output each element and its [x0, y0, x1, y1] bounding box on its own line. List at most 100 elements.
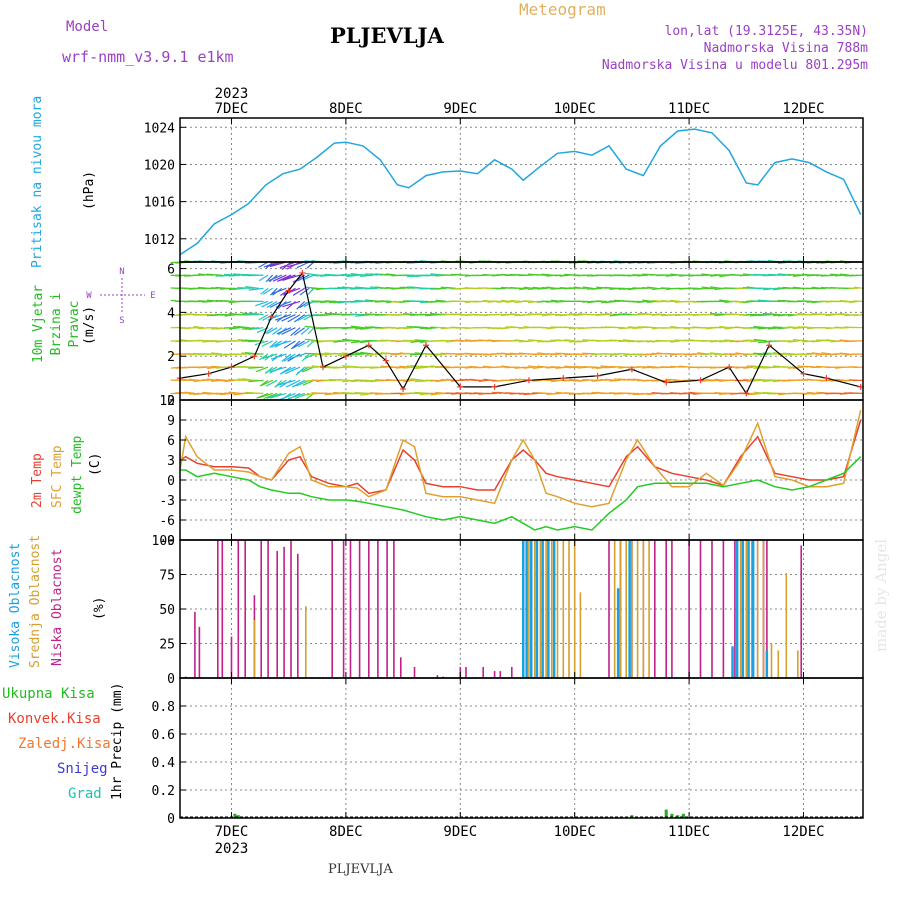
wind-arrow	[683, 339, 694, 342]
cloud-bar-high	[741, 540, 745, 678]
wind-arrow	[523, 286, 534, 289]
wind-arrow	[568, 366, 580, 369]
wind-arrow	[501, 299, 511, 302]
wind-arrow	[402, 327, 415, 330]
wind-arrow	[380, 273, 392, 276]
wind-arrow	[179, 391, 191, 394]
wind-arrow	[559, 274, 571, 277]
top-day-label: 12DEC	[782, 101, 824, 117]
wind-arrow	[255, 300, 269, 307]
cloud-bar-mid	[528, 540, 530, 678]
wind-arrow	[304, 272, 319, 276]
cloud-bar-low	[766, 540, 768, 678]
wind-arrow	[811, 340, 822, 343]
cloud-bar-low	[349, 540, 352, 678]
wind-arrow	[714, 392, 726, 394]
y-tick-label: 0.2	[152, 784, 175, 799]
cloud-bar-low	[342, 540, 345, 678]
wind-arrow	[541, 286, 552, 289]
wind-arrow	[184, 391, 195, 394]
wind-arrow	[360, 327, 374, 330]
y-tick-label: -3	[159, 494, 175, 509]
wind-arrow	[265, 379, 278, 387]
cloud-bar-high	[628, 540, 631, 678]
wind-arrow	[632, 327, 644, 329]
cloud-bar-low	[290, 540, 292, 678]
y-tick-label: 0	[167, 474, 175, 489]
y-tick-label: 75	[159, 569, 175, 584]
cloud-bar-mid	[551, 540, 553, 678]
wind-arrow	[792, 327, 804, 330]
cloud-bar-mid	[579, 592, 582, 678]
cloud-bar-low	[221, 540, 224, 678]
precip-conv-label: Konvek.Kisa	[8, 711, 101, 727]
data-layer	[170, 128, 864, 818]
wind-arrow	[757, 314, 772, 317]
wind-arrow	[591, 287, 603, 290]
cloud-bar-high	[522, 540, 525, 678]
y-tick-label: 0.6	[152, 728, 175, 743]
wind-arrow	[272, 327, 283, 335]
wind-arrow	[258, 274, 269, 282]
wind-arrow	[245, 286, 259, 289]
wind-arrow	[483, 299, 493, 302]
wind-arrow	[374, 366, 388, 369]
precip-bar	[681, 813, 685, 818]
wind-arrow	[430, 300, 443, 303]
wind-arrow	[834, 274, 845, 277]
wind-arrow	[478, 379, 488, 382]
wind-gust-marker	[560, 375, 567, 382]
wind-arrow	[228, 274, 241, 277]
wind-arrow	[595, 300, 607, 302]
y-tick-label: 25	[159, 638, 175, 653]
wind-arrow	[641, 340, 653, 342]
wind-arrow	[546, 286, 557, 289]
wind-gust-marker	[251, 353, 258, 360]
wind-arrow	[258, 261, 269, 268]
wind-arrow	[255, 366, 269, 373]
cloud-bar-low	[800, 545, 802, 678]
wind-arrow	[337, 366, 351, 369]
wind-arrow	[291, 379, 305, 388]
wind-arrow	[656, 313, 667, 316]
wind-gust-marker	[525, 377, 532, 384]
wind-arrow	[787, 273, 799, 276]
wind-arrow	[271, 340, 283, 348]
pressure-line	[179, 128, 862, 256]
wind-arrow	[287, 392, 305, 400]
wind-arrow	[271, 353, 287, 360]
wind-gust-marker	[422, 342, 429, 349]
wind-arrow	[646, 326, 658, 329]
wind-arrow	[642, 366, 653, 369]
wind-arrow	[806, 352, 818, 355]
y-tick-label: 0.4	[152, 756, 176, 771]
wind-arrow	[278, 274, 296, 282]
bottom-year-label: 2023	[215, 841, 249, 857]
wind-arrow	[430, 392, 443, 396]
wind-arrow	[391, 327, 401, 329]
wind-arrow	[536, 313, 548, 316]
bottom-day-label: 10DEC	[554, 824, 596, 840]
wind-arrow	[646, 300, 658, 303]
wind-arrow	[518, 327, 529, 329]
wind-arrow	[193, 325, 205, 329]
wind-arrow	[435, 353, 447, 356]
wind-arrow	[578, 340, 589, 343]
wind-arrow	[839, 312, 850, 316]
wind-arrow	[834, 313, 845, 316]
cloud-bar-low	[283, 546, 285, 678]
cloud-bar-low	[722, 540, 725, 678]
wind-arrow	[839, 352, 850, 355]
wind-arrow	[206, 378, 218, 381]
wind-arrow	[256, 392, 269, 399]
wind-speed-line	[179, 271, 861, 395]
station-title: PLJEVLJA	[330, 23, 444, 48]
top-day-label: 8DEC	[329, 101, 363, 117]
wind-arrow	[341, 352, 356, 355]
wind-arrow	[269, 392, 287, 399]
cloud-bar-low	[499, 671, 502, 678]
cloud-bar-mid	[785, 573, 788, 678]
wind-arrow	[410, 378, 424, 381]
cloud-bar-high	[552, 540, 556, 678]
cloud-bar-low	[608, 540, 610, 678]
